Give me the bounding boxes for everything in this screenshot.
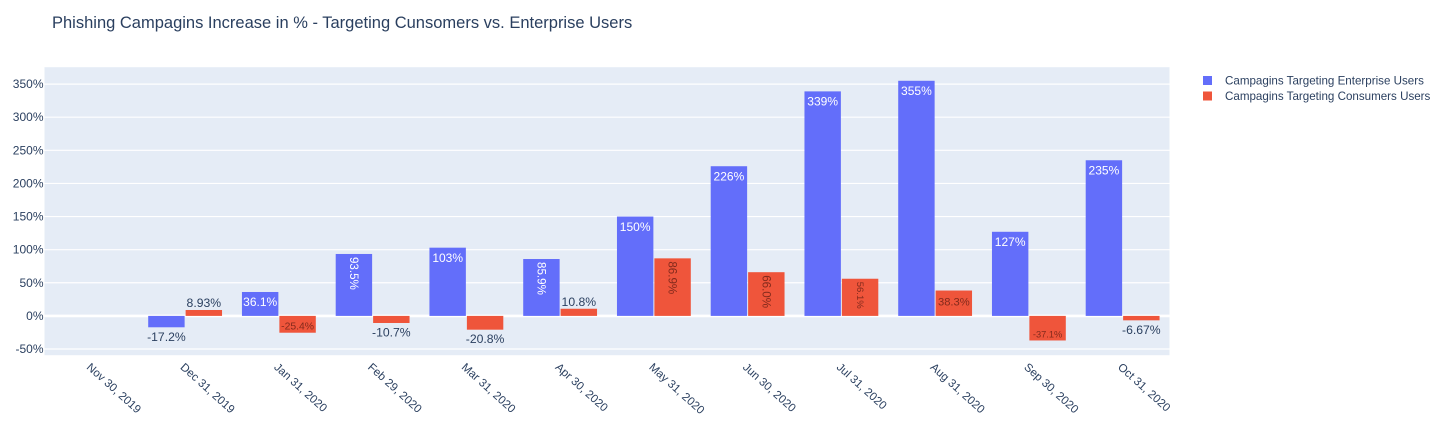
svg-text:127%: 127% [995, 235, 1026, 249]
svg-text:66.0%: 66.0% [759, 275, 772, 308]
svg-text:36.1%: 36.1% [243, 295, 277, 309]
svg-text:56.1%: 56.1% [854, 282, 865, 309]
svg-text:85.9%: 85.9% [534, 262, 547, 295]
svg-text:200%: 200% [13, 176, 44, 190]
svg-text:-25.4%: -25.4% [281, 322, 314, 333]
svg-text:226%: 226% [714, 169, 745, 183]
svg-text:-10.7%: -10.7% [372, 325, 411, 339]
svg-text:10.8%: 10.8% [562, 295, 597, 309]
svg-text:100%: 100% [13, 243, 44, 257]
svg-text:38.3%: 38.3% [938, 296, 970, 308]
svg-text:50%: 50% [19, 276, 43, 290]
svg-text:339%: 339% [807, 95, 838, 109]
svg-text:-50%: -50% [15, 342, 43, 356]
svg-text:-20.8%: -20.8% [466, 332, 505, 346]
svg-text:86.9%: 86.9% [666, 261, 679, 294]
svg-text:-37.1%: -37.1% [1033, 329, 1062, 339]
svg-text:8.93%: 8.93% [187, 296, 222, 310]
svg-text:Phishing Campagins Increase in: Phishing Campagins Increase in % - Targe… [52, 14, 632, 32]
svg-text:-17.2%: -17.2% [147, 330, 186, 344]
svg-text:93.5%: 93.5% [347, 257, 360, 290]
svg-text:Campagins Targeting Consumers: Campagins Targeting Consumers Users [1225, 90, 1431, 103]
svg-text:350%: 350% [13, 77, 44, 91]
svg-text:150%: 150% [13, 210, 44, 224]
svg-text:-6.67%: -6.67% [1122, 323, 1161, 337]
svg-text:0%: 0% [26, 309, 44, 323]
svg-text:235%: 235% [1089, 164, 1120, 178]
svg-text:250%: 250% [13, 143, 44, 157]
svg-text:Campagins Targeting Enterprise: Campagins Targeting Enterprise Users [1225, 74, 1424, 87]
svg-text:150%: 150% [620, 220, 651, 234]
svg-text:103%: 103% [432, 251, 463, 265]
svg-text:355%: 355% [901, 84, 932, 98]
svg-text:300%: 300% [13, 110, 44, 124]
